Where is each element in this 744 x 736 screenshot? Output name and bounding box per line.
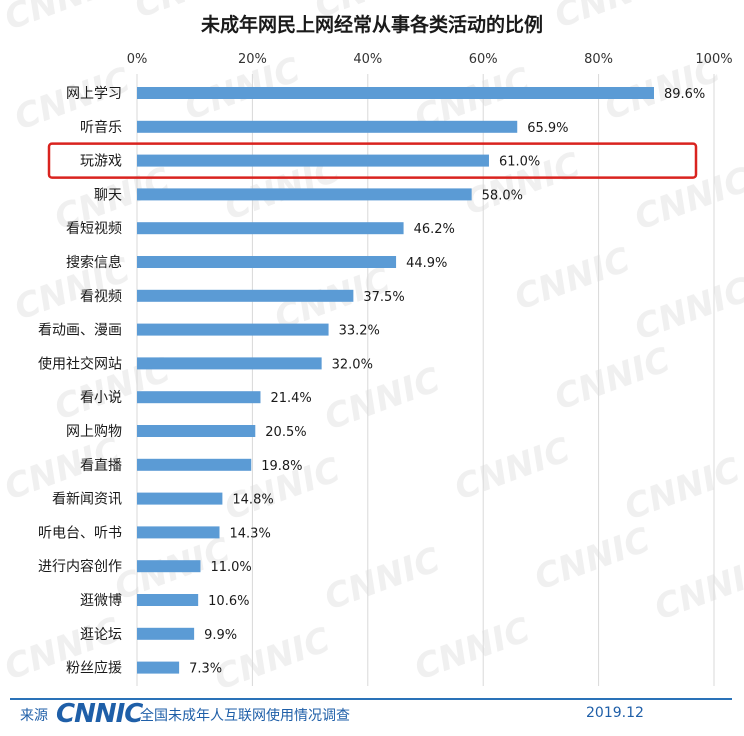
bar <box>137 357 322 370</box>
watermark-text: CNNIC <box>629 270 744 348</box>
bar <box>137 256 397 268</box>
category-label: 看直播 <box>80 457 122 474</box>
value-label: 44.9% <box>406 256 447 271</box>
value-label: 7.3% <box>189 662 222 677</box>
bar <box>137 289 354 302</box>
source-text: 全国未成年人互联网使用情况调查 <box>140 708 350 724</box>
watermark-text: CNNIC <box>509 240 635 318</box>
bar <box>137 188 472 201</box>
watermark-text: CNNIC <box>649 550 744 628</box>
value-label: 46.2% <box>414 222 455 237</box>
watermark-text: CNNIC <box>529 520 655 598</box>
category-label: 粉丝应援 <box>66 660 122 677</box>
category-label: 逛论坛 <box>80 627 122 643</box>
category-label: 聊天 <box>94 187 122 203</box>
bar <box>137 87 654 99</box>
bar <box>137 594 199 606</box>
value-label: 89.6% <box>664 87 705 102</box>
category-label: 玩游戏 <box>80 154 122 170</box>
x-tick-label: 20% <box>238 52 267 67</box>
bar <box>137 154 489 167</box>
bar <box>137 425 256 437</box>
footer-divider <box>10 698 732 700</box>
source-label: 来源 <box>20 708 48 724</box>
watermark-text: CNNIC <box>449 430 575 508</box>
x-tick-label: 60% <box>469 52 498 67</box>
category-label: 听音乐 <box>80 119 122 136</box>
bar <box>137 323 329 336</box>
value-label: 32.0% <box>332 357 373 372</box>
watermark-text: CNNIC <box>0 0 125 38</box>
category-label: 听电台、听书 <box>38 525 122 541</box>
category-label: 看短视频 <box>66 221 122 237</box>
x-tick-label: 80% <box>584 52 613 67</box>
watermark-text: CNNIC <box>549 0 675 36</box>
bar <box>137 458 252 471</box>
x-tick-label: 0% <box>127 52 148 67</box>
value-label: 58.0% <box>482 188 523 203</box>
category-label: 看新闻资讯 <box>52 492 122 508</box>
watermark-text: CNNIC <box>619 450 744 528</box>
value-label: 19.8% <box>261 459 302 474</box>
category-label: 进行内容创作 <box>38 558 122 575</box>
value-label: 14.3% <box>230 526 271 541</box>
watermark-text: CNNIC <box>629 160 744 238</box>
chart-title: 未成年网民上网经常从事各类活动的比例 <box>200 14 543 36</box>
x-tick-label: 40% <box>353 52 382 67</box>
bar <box>137 661 180 674</box>
category-label: 看动画、漫画 <box>38 323 122 339</box>
report-date: 2019.12 <box>586 705 644 721</box>
value-label: 14.8% <box>232 493 273 508</box>
cnnic-logo: CNNIC <box>56 699 143 729</box>
value-label: 65.9% <box>527 121 568 136</box>
bar <box>137 222 404 235</box>
x-tick-label: 100% <box>695 52 732 67</box>
watermark-text: CNNIC <box>409 610 535 688</box>
category-label: 看视频 <box>80 289 122 305</box>
watermark-text: CNNIC <box>549 340 675 418</box>
value-label: 9.9% <box>204 628 237 643</box>
category-label: 使用社交网站 <box>38 355 122 372</box>
category-label: 逛微博 <box>80 592 122 609</box>
value-label: 11.0% <box>210 560 251 575</box>
bar <box>137 120 518 133</box>
watermark-text: CNNIC <box>319 540 445 618</box>
watermark-text: CNNIC <box>309 0 435 26</box>
bar <box>137 492 223 505</box>
watermark-text: CNNIC <box>0 610 125 688</box>
highlight-box <box>47 142 698 179</box>
bar <box>137 526 220 539</box>
value-label: 21.4% <box>270 391 311 406</box>
category-label: 网上购物 <box>66 424 122 440</box>
value-label: 20.5% <box>265 425 306 440</box>
value-label: 33.2% <box>339 324 380 339</box>
category-label: 看小说 <box>80 390 122 406</box>
value-label: 10.6% <box>208 594 249 609</box>
value-label: 37.5% <box>363 290 404 305</box>
bar <box>137 627 195 640</box>
category-label: 网上学习 <box>66 86 122 102</box>
bar <box>137 391 261 404</box>
watermark-text: CNNIC <box>129 0 255 26</box>
category-label: 搜索信息 <box>66 254 122 271</box>
bar <box>137 560 201 573</box>
value-label: 61.0% <box>499 155 540 170</box>
